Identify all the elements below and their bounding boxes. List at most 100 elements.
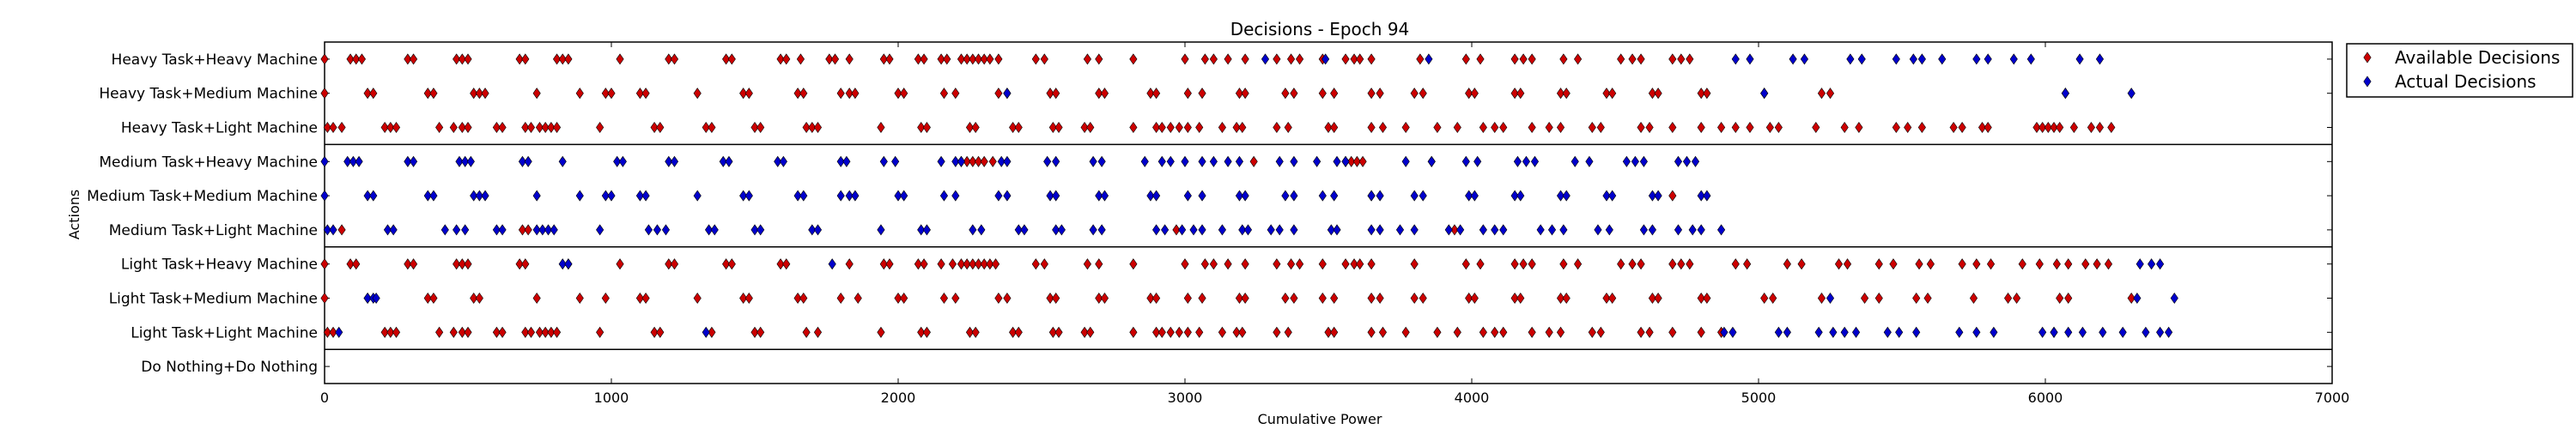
actual-decision-point [793,190,802,202]
actual-decision-point [369,190,378,202]
available-decision-point [879,53,888,65]
available-decision-point [1330,292,1339,305]
actual-decision-point [1003,88,1012,100]
actual-decision-point [1321,53,1330,65]
available-decision-point [1917,121,1926,134]
x-tick-label: 7000 [2315,390,2350,406]
available-decision-point [1637,53,1645,65]
available-decision-point [1146,88,1155,100]
available-decision-point [1596,121,1605,134]
actual-decision-point [1261,53,1270,65]
available-decision-point [750,121,759,134]
actual-decision-point [842,155,851,167]
available-decision-point [1645,121,1654,134]
available-decision-point [1519,258,1528,270]
available-decision-point [1195,326,1204,338]
available-decision-point [1367,121,1376,134]
actual-decision-point [1052,224,1060,236]
available-decision-point [1003,292,1012,305]
available-decision-point [2095,121,2105,134]
actual-decision-point [1224,155,1232,167]
available-decision-point [1273,121,1281,134]
actual-decision-point [1491,224,1499,236]
available-decision-point [808,121,817,134]
actual-decision-point [2026,53,2035,65]
available-decision-point [1889,258,1898,270]
available-decision-point [1048,326,1057,338]
available-decision-point [1218,121,1226,134]
available-decision-point [1095,53,1103,65]
actual-decision-point [1313,155,1321,167]
available-decision-point [670,53,679,65]
available-decision-point [1731,258,1740,270]
actual-decision-point [1789,53,1797,65]
actual-decision-point [1840,326,1849,338]
available-decision-point [937,258,945,270]
available-decision-point [744,292,753,305]
actual-decision-point [532,224,541,236]
available-decision-point [969,53,977,65]
actual-decision-point [693,190,702,202]
available-decision-point [1356,53,1364,65]
available-decision-point [969,258,977,270]
available-decision-point [1324,326,1333,338]
y-tick-label: Light Task+Light Machine [131,324,318,341]
x-tick-label: 5000 [1741,390,1777,406]
actual-decision-point [1100,190,1109,202]
actual-decision-point [1275,155,1284,167]
available-decision-point [1574,258,1583,270]
available-decision-point [1052,292,1060,305]
available-decision-point [799,292,808,305]
actual-decision-point [492,224,501,236]
actual-decision-point [544,224,553,236]
available-decision-point [1433,326,1442,338]
y-axis-label: Actions [66,190,82,239]
plot-area [324,41,2333,384]
actual-decision-point [613,155,622,167]
available-decision-point [1686,53,1694,65]
available-decision-point [957,53,966,65]
available-decision-point [1476,258,1485,270]
actual-decision-point [2075,53,2084,65]
available-decision-point [1559,258,1568,270]
available-decision-point [1574,53,1583,65]
actual-decision-point [1241,190,1249,202]
actual-decision-point [2127,88,2136,100]
available-decision-point [980,155,988,167]
available-decision-point [1410,258,1419,270]
available-decision-point [1378,121,1388,134]
available-decision-point [423,88,432,100]
y-tick-label: Medium Task+Light Machine [109,222,318,239]
available-decision-point [951,88,960,100]
actual-decision-point [922,224,931,236]
available-decision-point [1668,190,1677,202]
available-decision-point [1100,292,1109,305]
available-decision-point [879,258,888,270]
available-decision-point [1510,88,1519,100]
available-decision-point [1273,326,1281,338]
available-decision-point [1743,258,1752,270]
actual-decision-point [1046,190,1054,202]
available-decision-point [1273,258,1281,270]
actual-decision-point [1341,155,1350,167]
available-decision-point [670,258,679,270]
available-decision-point [727,53,736,65]
available-decision-point [515,53,524,65]
actual-decision-point [1444,224,1453,236]
available-decision-point [1783,258,1791,270]
actual-decision-point [1720,326,1728,338]
available-decision-point [346,53,355,65]
available-decision-point [458,53,466,65]
available-decision-point [1350,258,1358,270]
actual-decision-point [1972,53,1981,65]
actual-decision-point [1425,53,1433,65]
available-decision-point [980,258,988,270]
actual-decision-point [845,190,854,202]
available-decision-point [1031,258,1040,270]
available-decision-point [1378,326,1388,338]
actual-decision-point [1499,224,1508,236]
available-decision-point [532,88,541,100]
actual-decision-point [1333,224,1341,236]
available-decision-point [1218,326,1226,338]
x-tick-label: 6000 [2028,390,2063,406]
